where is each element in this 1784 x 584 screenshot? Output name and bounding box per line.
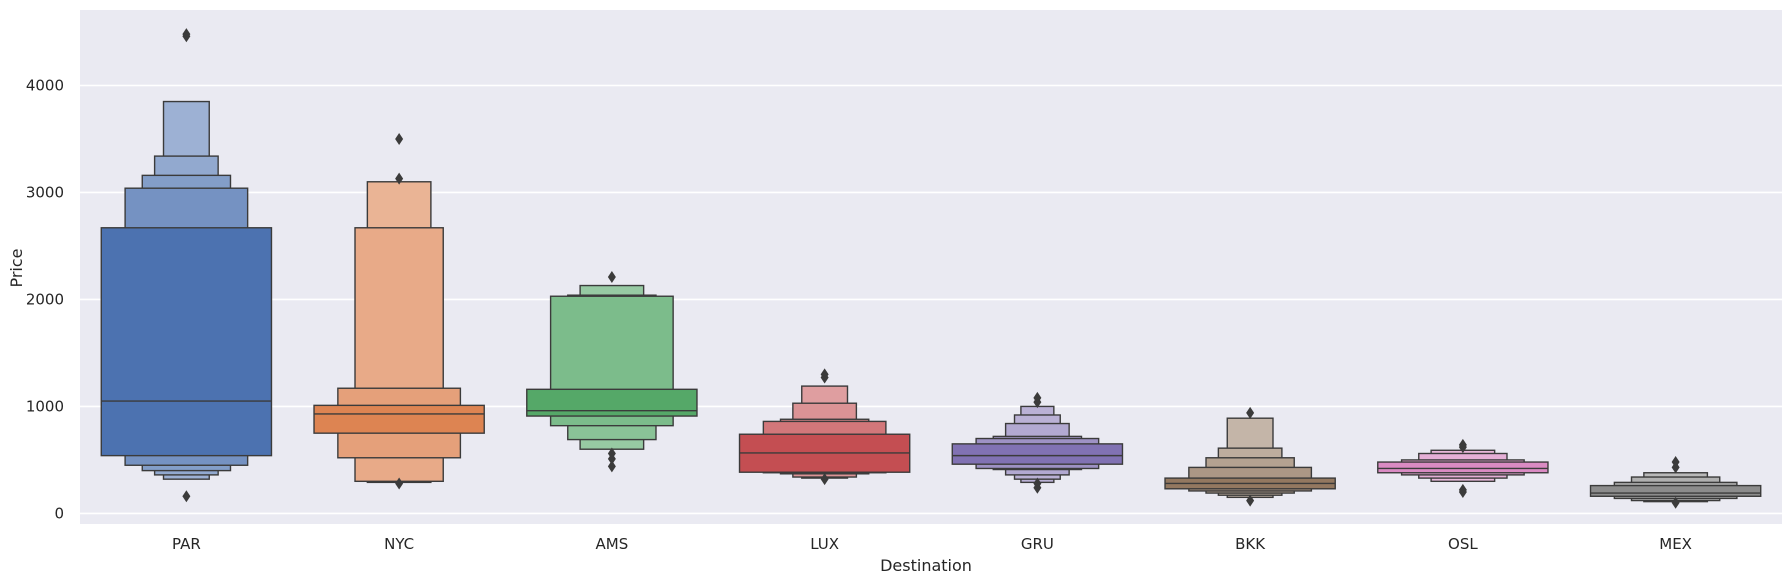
outlier-point [607, 452, 616, 465]
y-axis-label: Price [7, 248, 26, 287]
x-tick-label: PAR [172, 535, 201, 553]
x-axis-ticks: PAR NYC AMS LUX GRU BKK OSL MEX [172, 535, 1692, 553]
outlier-point [1246, 494, 1255, 507]
y-tick-label: 3000 [26, 183, 64, 201]
outlier-point [1033, 481, 1042, 494]
y-tick-label: 0 [54, 504, 64, 522]
x-tick-label: BKK [1235, 535, 1266, 553]
boxen-gru [951, 391, 1124, 494]
y-tick-label: 4000 [26, 77, 64, 95]
outlier-point [1033, 396, 1042, 409]
boxen-box [1377, 461, 1549, 474]
boxen-box [1589, 484, 1762, 497]
x-tick-label: NYC [384, 535, 414, 553]
outlier-point [1458, 486, 1467, 499]
boxen-box [100, 227, 273, 457]
outlier-point [1246, 406, 1255, 419]
outlier-point [1671, 496, 1680, 509]
boxen-nyc [313, 132, 485, 490]
outlier-point [607, 270, 616, 283]
outlier-point [395, 132, 404, 145]
boxen-box [313, 404, 485, 434]
boxen-bkk [1164, 406, 1336, 507]
outlier-point [182, 490, 191, 503]
outlier-point [182, 30, 191, 43]
outlier-point [820, 371, 829, 384]
plot-area [80, 10, 1782, 524]
x-axis-label: Destination [880, 556, 972, 575]
y-axis-ticks: 0 1000 2000 3000 4000 [26, 77, 64, 523]
x-tick-label: LUX [810, 535, 839, 553]
x-tick-label: MEX [1659, 535, 1692, 553]
outlier-point [1671, 461, 1680, 474]
outlier-point [820, 473, 829, 486]
outlier-point [1458, 441, 1467, 454]
boxen-ams [526, 270, 698, 473]
x-tick-label: OSL [1448, 535, 1478, 553]
boxen-series [100, 28, 1762, 509]
y-tick-label: 2000 [26, 290, 64, 308]
boxen-lux [738, 368, 911, 486]
boxen-par [100, 28, 273, 503]
boxen-box [951, 443, 1124, 465]
boxen-mex [1589, 456, 1762, 509]
outlier-point [395, 477, 404, 490]
boxen-box [526, 388, 698, 417]
y-tick-label: 1000 [26, 397, 64, 415]
outlier-point [395, 172, 404, 185]
x-tick-label: GRU [1021, 535, 1054, 553]
outlier-point [607, 460, 616, 473]
boxen-osl [1377, 438, 1549, 499]
x-tick-label: AMS [596, 535, 629, 553]
